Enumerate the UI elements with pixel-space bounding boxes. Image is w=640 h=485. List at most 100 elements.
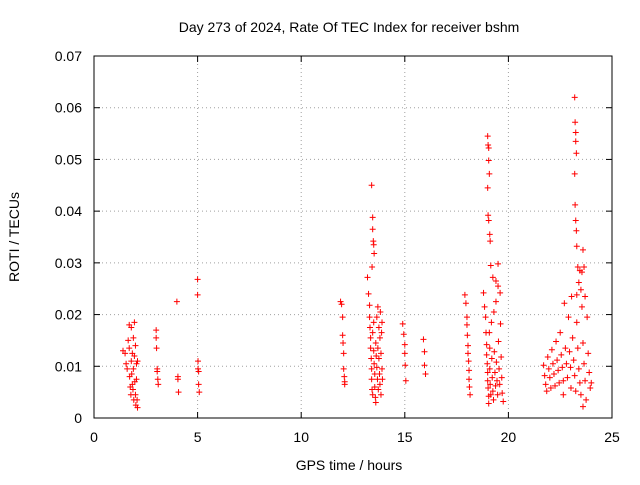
data-point — [572, 201, 579, 208]
chart-title: Day 273 of 2024, Rate Of TEC Index for r… — [179, 19, 520, 35]
data-point — [579, 340, 586, 347]
data-point — [338, 301, 345, 308]
data-point — [379, 376, 386, 383]
data-point — [173, 298, 180, 305]
data-point — [546, 374, 553, 381]
data-point — [543, 388, 550, 395]
data-point — [485, 217, 492, 224]
data-point — [132, 391, 139, 398]
data-point — [588, 379, 595, 386]
data-point — [421, 348, 428, 355]
data-point — [461, 291, 468, 298]
data-point — [369, 386, 376, 393]
data-point — [499, 390, 506, 397]
data-point — [568, 293, 575, 300]
data-point — [497, 289, 504, 296]
data-point — [488, 355, 495, 362]
data-point — [371, 383, 378, 390]
data-point — [574, 263, 581, 270]
data-point — [375, 324, 382, 331]
data-point — [493, 359, 500, 366]
y-tick-label: 0.07 — [55, 48, 82, 64]
data-point — [480, 289, 487, 296]
x-tick-label: 5 — [194, 429, 202, 445]
data-point — [487, 238, 494, 245]
data-point — [372, 394, 379, 401]
data-point — [581, 263, 588, 270]
data-point — [492, 277, 499, 284]
data-point — [544, 353, 551, 360]
data-point — [130, 334, 137, 341]
data-point — [550, 371, 557, 378]
data-point — [195, 358, 202, 365]
data-point — [549, 360, 556, 367]
data-point — [132, 342, 139, 349]
data-point — [485, 400, 492, 407]
data-point — [369, 226, 376, 233]
data-point — [573, 227, 580, 234]
data-point — [134, 396, 141, 403]
data-point — [573, 150, 580, 157]
data-point — [368, 355, 375, 362]
data-point — [484, 360, 491, 367]
data-point — [578, 303, 585, 310]
data-point — [485, 145, 492, 152]
data-point — [486, 365, 493, 372]
data-point — [548, 346, 555, 353]
data-point — [572, 388, 579, 395]
data-point — [560, 391, 567, 398]
data-point — [337, 298, 344, 305]
data-point — [373, 352, 380, 359]
data-point — [496, 381, 503, 388]
data-point — [155, 381, 162, 388]
data-point — [371, 360, 378, 367]
data-point — [575, 365, 582, 372]
data-point — [487, 391, 494, 398]
data-point — [498, 353, 505, 360]
data-point — [569, 334, 576, 341]
data-point — [485, 141, 492, 148]
data-point — [365, 290, 372, 297]
data-point — [488, 319, 495, 326]
data-point — [401, 350, 408, 357]
data-point — [482, 314, 489, 321]
data-point — [369, 263, 376, 270]
data-point — [576, 379, 583, 386]
data-point — [484, 133, 491, 140]
data-point — [340, 350, 347, 357]
data-point — [489, 388, 496, 395]
data-point — [489, 274, 496, 281]
data-point — [465, 358, 472, 365]
data-point — [370, 319, 377, 326]
data-point — [463, 321, 470, 328]
data-point — [340, 365, 347, 372]
data-point — [542, 381, 549, 388]
data-point — [581, 360, 588, 367]
data-point — [420, 336, 427, 343]
data-point — [584, 314, 591, 321]
data-point — [402, 377, 409, 384]
data-point — [402, 362, 409, 369]
y-axis-label: ROTI / TECUs — [6, 192, 22, 282]
data-point — [541, 372, 548, 379]
data-point — [128, 358, 135, 365]
data-point — [484, 377, 491, 384]
data-point — [545, 365, 552, 372]
data-point — [370, 347, 377, 354]
data-point — [490, 396, 497, 403]
data-point — [122, 350, 129, 357]
data-point — [579, 403, 586, 410]
data-point — [134, 404, 141, 411]
data-point — [124, 365, 131, 372]
data-point — [466, 383, 473, 390]
data-point — [575, 279, 582, 286]
data-point — [400, 331, 407, 338]
data-point — [128, 324, 135, 331]
data-point — [484, 184, 491, 191]
data-point — [500, 398, 507, 405]
data-point — [563, 360, 570, 367]
data-point — [369, 391, 376, 398]
data-point — [376, 381, 383, 388]
data-point — [585, 350, 592, 357]
x-axis-label: GPS time / hours — [296, 457, 403, 473]
